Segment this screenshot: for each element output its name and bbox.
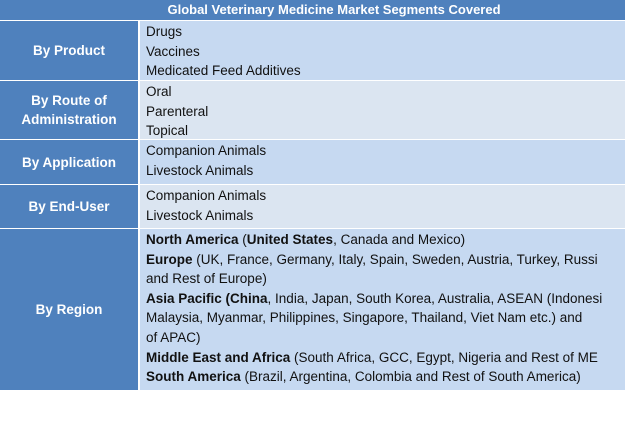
row-label: By Product [0,21,140,80]
content-line: Oral [146,82,625,102]
text: Topical [146,123,189,139]
text: , Canada and Mexico) [333,232,466,247]
content-line: and Rest of Europe) [146,269,625,289]
text: of APAC) [146,329,201,345]
row-label: By Route of Administration [0,81,140,139]
content-line: Asia Pacific (China, India, Japan, South… [146,289,625,309]
text: Livestock Animals [146,207,254,223]
bold-text: United States [246,232,334,247]
text: Vaccines [146,43,200,59]
text: Companion Animals [146,188,267,203]
content-line: Companion Animals [146,141,625,161]
content-line: Companion Animals [146,186,625,206]
content-line: South America (Brazil, Argentina, Colomb… [146,367,625,387]
table-row: By Application Companion Animals Livestock… [0,140,625,184]
row-label: By End-User [0,185,140,228]
content-line: Parenteral [146,102,625,122]
content-line: Livestock Animals [146,206,625,226]
bold-text: South America [146,369,241,385]
content-line: Middle East and Africa (South Africa, GC… [146,348,625,368]
row-content: Oral Parenteral Topical [140,81,625,139]
content-line: Europe (UK, France, Germany, Italy, Spai… [146,250,625,270]
text: Oral [146,84,172,99]
table-row: By Region North America (United States, C… [0,229,625,390]
text: (UK, France, Germany, Italy, Spain, Swed… [192,251,598,267]
content-line: Livestock Animals [146,161,625,181]
row-content: Companion Animals Livestock Animals [140,140,625,184]
content-line: Malaysia, Myanmar, Philippines, Singapor… [146,308,625,328]
content-line: of APAC) [146,328,625,348]
table-row: By Product Drugs Vaccines Medicated Feed Ad… [0,21,625,80]
table-row: By Route of Administration Oral Parenteral… [0,81,625,139]
text: Companion Animals [146,143,267,158]
bold-text: North America [146,232,239,247]
row-content: Drugs Vaccines Medicated Feed Additives [140,21,625,80]
text: , India, Japan, South Korea, Australia, … [267,290,603,306]
bold-text: Middle East and Africa [146,349,291,365]
content-line: Drugs [146,22,625,42]
table-title: Global Veterinary Medicine Market Segmen… [0,0,625,20]
content-line: Medicated Feed Additives [146,61,625,81]
bold-text: Europe [146,251,193,267]
row-content: North America (United States, Canada and… [140,229,625,390]
content-line: Vaccines [146,42,625,62]
text: Drugs [146,24,183,39]
table-row: By End-User Companion Animals Livestock An… [0,185,625,228]
text: (Brazil, Argentina, Colombia and Rest of… [240,369,581,385]
text: Malaysia, Myanmar, Philippines, Singapor… [146,310,583,326]
bold-text: Asia Pacific (China [146,290,268,306]
text: Parenteral [146,103,209,119]
content-line: North America (United States, Canada and… [146,230,625,250]
row-label: By Region [0,229,140,390]
row-label: By Application [0,140,140,184]
text: (South Africa, GCC, Egypt, Nigeria and R… [290,349,598,365]
text: Livestock Animals [146,162,254,178]
text: and Rest of Europe) [146,271,267,287]
content-line: Topical [146,121,625,141]
text: Medicated Feed Additives [146,63,301,79]
row-content: Companion Animals Livestock Animals [140,185,625,228]
text: ( [238,232,247,247]
